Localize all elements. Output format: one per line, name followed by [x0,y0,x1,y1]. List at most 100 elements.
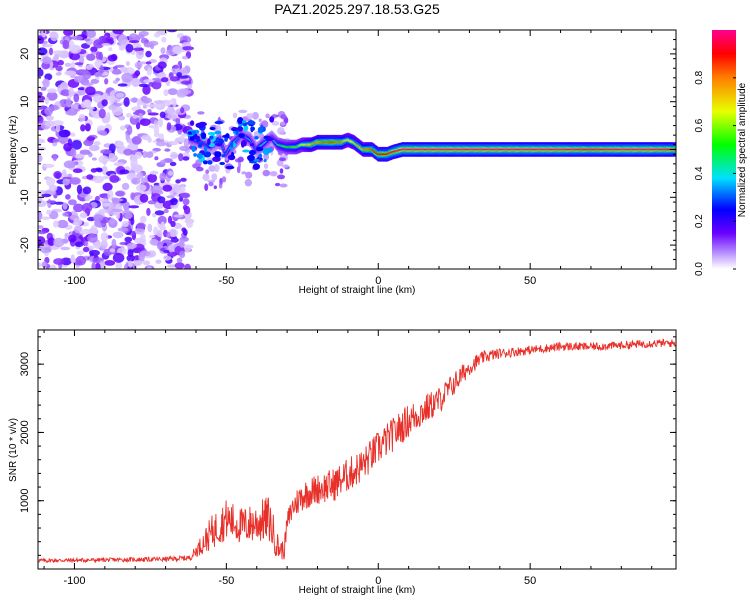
noise-blob [211,173,218,181]
noise-blob [196,166,204,172]
frequency-ridge [186,116,676,170]
noise-blob [100,240,108,250]
noise-blob [139,118,151,126]
noise-blob [82,246,90,253]
noise-blob [142,84,151,95]
noise-blob [40,86,47,91]
noise-blob [166,231,172,239]
noise-blob [182,204,188,211]
x-tick-label: -50 [218,575,234,587]
noise-blob [154,156,159,161]
noise-blob [213,164,220,173]
noise-blob [153,33,161,38]
noise-blob [83,99,92,108]
noise-blob [164,148,171,152]
ridge-segment [231,127,239,132]
noise-blob [172,65,180,69]
noise-blob [60,246,71,251]
noise-blob [48,47,54,56]
noise-blob [53,237,65,248]
noise-blob [163,89,169,97]
x-tick-label: -50 [218,275,234,287]
noise-blob [72,104,79,109]
noise-blob [181,133,189,137]
y-tick-label: 10 [19,96,31,108]
noise-blob [277,174,285,180]
noise-blob [134,61,143,69]
noise-blob [271,120,280,126]
noise-blob [128,40,140,44]
colorbar: 0.0 0.2 0.4 0.6 0.8 Normalized spectral ampl… [694,30,748,276]
noise-blob [149,170,159,175]
noise-blob [152,147,161,152]
noise-blob [80,228,92,235]
noise-blob [106,95,113,101]
colorbar-label: Normalized spectral amplitude [737,82,748,217]
noise-blob [82,82,94,86]
noise-blob [148,234,155,239]
noise-blob [101,43,111,47]
noise-blob [139,193,149,203]
noise-blob [280,114,287,120]
noise-blob [182,156,190,161]
noise-blob [159,133,164,140]
noise-blob [101,99,108,107]
noise-blob [121,72,133,83]
noise-blob [168,140,179,146]
noise-blob [265,113,270,119]
ridge-segment [209,126,216,131]
noise-blob [134,227,145,235]
ridge-segment [249,143,255,147]
noise-blob [124,236,133,243]
noise-blob [170,237,179,243]
noise-blob [104,260,116,266]
noise-blob [111,238,117,249]
noise-blob [136,222,146,230]
noise-blob [70,132,76,137]
noise-blob [160,159,166,165]
noise-blob [148,124,159,129]
noise-blob [180,177,187,182]
noise-blob [109,248,116,253]
noise-blob [94,241,101,249]
x-tick-label: -100 [63,575,85,587]
ridge-segment [257,126,263,133]
noise-blob [177,136,186,142]
noise-blob [238,160,241,169]
noise-blob [135,200,142,205]
noise-blob [173,222,182,229]
noise-blob [38,36,44,44]
noise-blob [73,203,84,213]
noise-blob [278,157,286,161]
noise-blob [105,37,114,42]
noise-blob [205,169,210,175]
noise-blob [146,266,152,269]
noise-blob [130,177,141,185]
ridge-segment [214,151,222,158]
ridge-segment [263,159,267,163]
noise-blob [107,189,114,200]
noise-blob [204,183,209,191]
ridge-segment [217,139,224,144]
noise-blob [123,97,130,107]
noise-blob [153,100,165,104]
figure-title: PAZ1.2025.297.18.53.G25 [274,1,440,17]
noise-blob [82,71,92,80]
noise-blob [126,242,137,249]
noise-blob [41,30,47,38]
noise-blob [132,47,145,51]
noise-blob [218,183,223,189]
ridge-segment [230,151,235,158]
noise-blob [100,232,109,242]
noise-blob [70,147,77,158]
x-tick-label: 50 [524,575,536,587]
noise-blob [130,192,136,201]
noise-blob [157,61,167,69]
noise-blob [73,217,83,227]
noise-blob [121,182,130,190]
ridge-segment [196,138,201,142]
noise-blob [168,72,174,79]
ridge-segment [246,120,256,125]
noise-blob [146,67,152,76]
noise-blob [274,182,281,187]
